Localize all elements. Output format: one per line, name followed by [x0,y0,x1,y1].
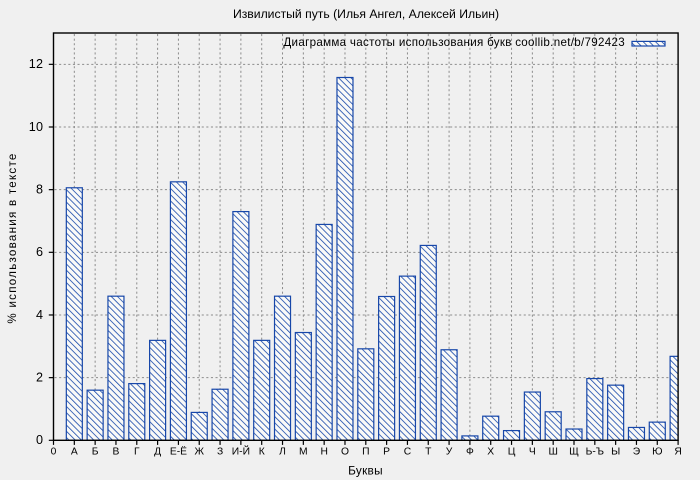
svg-text:4: 4 [36,308,43,322]
svg-text:8: 8 [36,183,43,197]
svg-text:Э: Э [633,447,641,458]
svg-text:Диаграмма частоты использовани: Диаграмма частоты использования букв coo… [283,36,625,49]
svg-text:О: О [341,447,349,458]
svg-text:У: У [446,447,453,458]
svg-text:П: П [362,447,369,458]
svg-text:Ф: Ф [466,447,474,458]
svg-text:Щ: Щ [569,447,579,458]
svg-text:Д: Д [154,447,161,458]
svg-text:Ю: Ю [652,447,662,458]
svg-text:В: В [113,447,120,458]
svg-text:И-Й: И-Й [232,445,250,458]
svg-text:Л: Л [279,447,286,458]
svg-text:А: А [71,447,78,458]
svg-text:Н: Н [320,447,327,458]
svg-text:Ь-Ъ: Ь-Ъ [586,447,604,458]
svg-text:Ц: Ц [508,447,516,458]
svg-text:10: 10 [29,120,44,134]
svg-text:% использования в тексте: % использования в тексте [6,152,19,323]
svg-text:Ж: Ж [194,447,204,458]
svg-text:М: М [299,447,308,458]
svg-text:Я: Я [674,447,681,458]
svg-text:С: С [404,447,412,458]
svg-text:Ы: Ы [611,447,620,458]
svg-text:6: 6 [36,245,43,259]
svg-text:2: 2 [36,371,43,385]
svg-text:Г: Г [134,447,140,458]
svg-text:Б: Б [92,447,99,458]
svg-text:Р: Р [383,447,390,458]
svg-text:Е-Ё: Е-Ё [170,446,187,458]
svg-text:12: 12 [29,57,44,71]
svg-text:Х: Х [487,447,494,458]
svg-text:Ч: Ч [529,447,536,458]
svg-text:Т: Т [425,447,432,458]
svg-text:0: 0 [36,433,43,447]
svg-text:Буквы: Буквы [348,463,383,477]
svg-text:З: З [217,447,223,458]
svg-text:К: К [259,447,265,458]
svg-text:0: 0 [51,447,57,458]
svg-text:Ш: Ш [548,447,557,458]
svg-text:Извилистый путь (Илья Ангел, А: Извилистый путь (Илья Ангел, Алексей Иль… [233,7,499,21]
